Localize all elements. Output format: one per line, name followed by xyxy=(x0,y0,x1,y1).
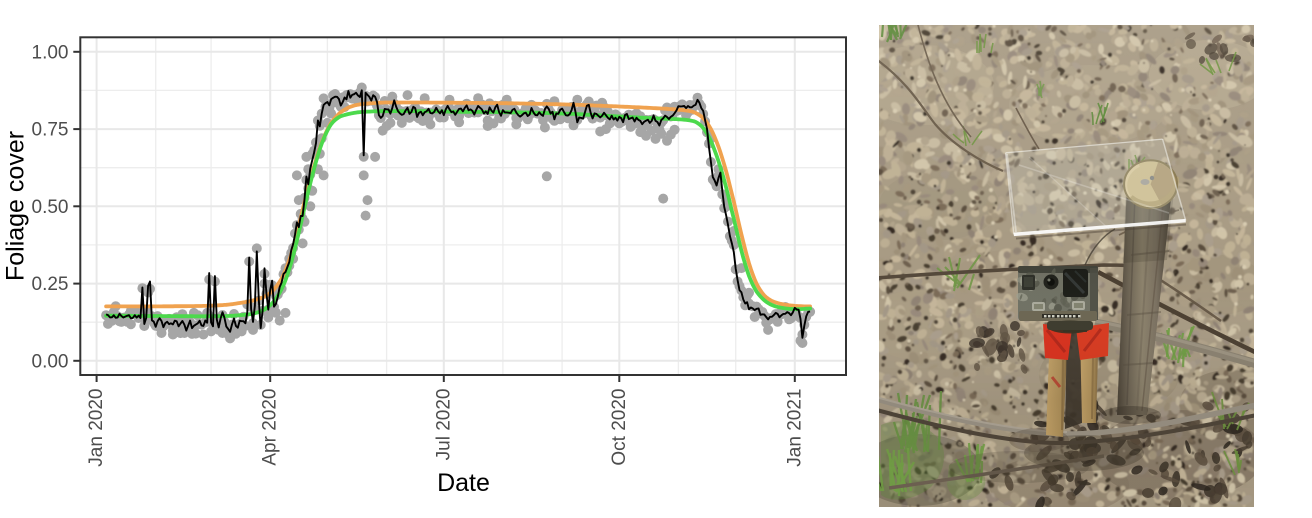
svg-text:Jan 2021: Jan 2021 xyxy=(784,389,805,467)
svg-text:Date: Date xyxy=(437,469,490,497)
svg-text:Jan 2020: Jan 2020 xyxy=(86,389,107,467)
svg-text:0.75: 0.75 xyxy=(32,120,69,141)
svg-text:Apr 2020: Apr 2020 xyxy=(260,389,281,466)
svg-text:0.50: 0.50 xyxy=(32,197,69,218)
svg-text:Foliage cover: Foliage cover xyxy=(2,131,30,281)
svg-text:Jul 2020: Jul 2020 xyxy=(433,389,454,461)
svg-text:0.25: 0.25 xyxy=(32,274,69,295)
svg-text:0.00: 0.00 xyxy=(32,351,69,372)
svg-text:Oct 2020: Oct 2020 xyxy=(609,389,630,466)
svg-text:1.00: 1.00 xyxy=(32,42,69,63)
